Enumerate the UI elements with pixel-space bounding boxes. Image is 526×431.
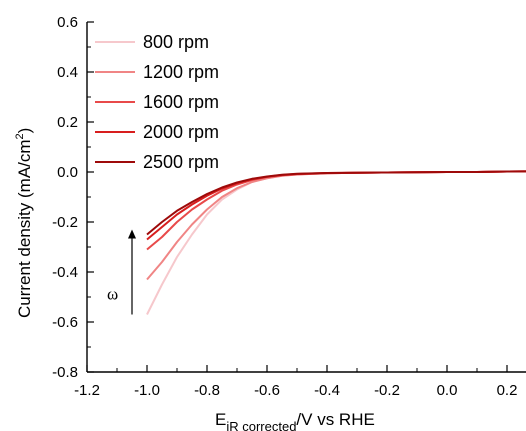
legend-label: 1600 rpm — [143, 92, 219, 112]
series-line-2 — [146, 170, 526, 281]
legend-label: 2000 rpm — [143, 122, 219, 142]
y-tick-label: 0.2 — [57, 114, 78, 131]
series-line-5 — [146, 170, 526, 236]
x-axis-title-sub: iR corrected — [226, 419, 296, 431]
legend-label: 1200 rpm — [143, 62, 219, 82]
x-tick-label: 0.2 — [497, 382, 518, 399]
x-tick-label: -0.6 — [254, 382, 280, 399]
y-tick-label: -0.4 — [52, 264, 78, 281]
y-tick-label: 0.0 — [57, 164, 78, 181]
y-ticks: -0.8 -0.6 -0.4 -0.2 0.0 0.2 0.4 0.6 — [52, 14, 94, 381]
x-tick-label: -1.2 — [74, 382, 100, 399]
y-axis-title-sup: 2 — [14, 133, 26, 139]
y-tick-label: 0.4 — [57, 64, 78, 81]
omega-label: ω — [107, 285, 118, 304]
series-line-4 — [146, 170, 526, 241]
y-axis-title-main: Current density (mA/cm — [15, 139, 34, 318]
legend-label: 2500 rpm — [143, 152, 219, 172]
y-axis-title: Current density (mA/cm2) — [14, 128, 34, 318]
x-tick-label: -1.0 — [134, 382, 160, 399]
y-axis-title-close: ) — [15, 128, 34, 134]
y-tick-label: -0.8 — [52, 364, 78, 381]
series-lines — [146, 170, 526, 315]
y-tick-label: -0.2 — [52, 214, 78, 231]
x-axis-title-rest: /V vs RHE — [296, 410, 374, 429]
omega-arrow-head — [128, 229, 136, 239]
x-tick-label: -0.8 — [194, 382, 220, 399]
series-line-1 — [146, 170, 526, 315]
omega-annotation: ω — [107, 229, 136, 315]
x-axis-title-main: E — [215, 410, 226, 429]
x-ticks: -1.2 -1.0 -0.8 -0.6 -0.4 -0.2 0.0 0.2 — [74, 365, 517, 399]
x-tick-label: 0.0 — [437, 382, 458, 399]
y-tick-label: -0.6 — [52, 314, 78, 331]
y-tick-label: 0.6 — [57, 14, 78, 31]
legend: 800 rpm 1200 rpm 1600 rpm 2000 rpm 2500 rpm — [95, 32, 219, 172]
x-tick-label: -0.2 — [374, 382, 400, 399]
x-axis-title: EiR corrected/V vs RHE — [215, 410, 375, 431]
legend-label: 800 rpm — [143, 32, 209, 52]
x-tick-label: -0.4 — [314, 382, 340, 399]
series-line-3 — [146, 170, 526, 251]
